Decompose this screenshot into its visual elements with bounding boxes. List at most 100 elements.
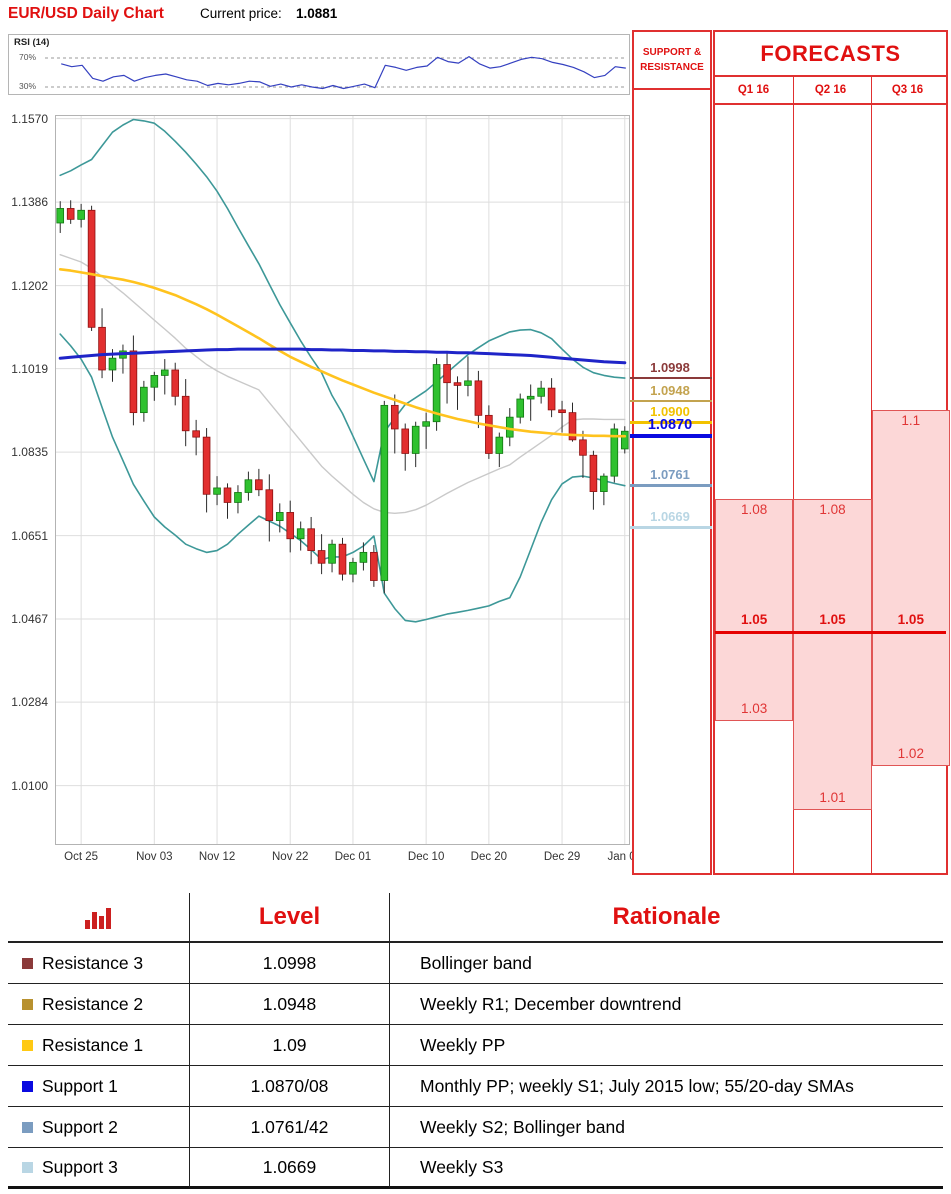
forecast-column-divider	[870, 77, 873, 873]
sr-level-line	[630, 377, 712, 380]
candlestick-chart	[55, 115, 630, 845]
table-icon-header	[8, 893, 190, 943]
quarter-header-q2: Q2 16	[814, 84, 847, 96]
level-color-swatch	[22, 957, 33, 969]
page-title: EUR/USD Daily Chart	[8, 5, 164, 22]
level-rationale: Bollinger band	[390, 943, 943, 984]
sr-level-line	[630, 421, 712, 425]
date-axis-label: Oct 25	[64, 851, 99, 863]
date-axis-label: Dec 01	[334, 851, 372, 863]
bar-chart-icon	[84, 908, 111, 929]
support-resistance-panel: SUPPORT & RESISTANCE	[632, 30, 712, 875]
forecasts-panel: FORECASTS Q1 16 Q2 16 Q3 16 1.08 1.03 1.05…	[713, 30, 950, 875]
date-axis-label: Dec 20	[470, 851, 508, 863]
forecast-value-label: 1.05	[897, 612, 924, 627]
forecast-mid-line	[715, 630, 946, 634]
level-color-swatch	[22, 1121, 33, 1133]
quarter-header-q1: Q1 16	[737, 84, 770, 96]
forecast-value-label: 1.1	[901, 412, 921, 428]
forecast-range-box	[715, 498, 794, 721]
price-axis-label: 1.0835	[11, 445, 48, 460]
price-axis-label: 1.0100	[11, 778, 48, 793]
forecast-column-divider	[792, 77, 795, 873]
support-resistance-title-line2: RESISTANCE	[640, 61, 704, 73]
report-header: EUR/USD Daily Chart Current price: 1.088…	[0, 0, 951, 28]
date-axis-label: Nov 03	[136, 851, 173, 863]
sr-level-line	[630, 484, 712, 488]
sr-level-line	[630, 525, 712, 529]
date-axis-label: Nov 12	[198, 851, 236, 863]
support-resistance-title: SUPPORT & RESISTANCE	[634, 32, 710, 90]
sr-level-line	[630, 434, 712, 439]
price-axis-label: 1.0284	[11, 695, 48, 710]
forecasts-title: FORECASTS	[715, 32, 946, 77]
rsi-lower-level-label: 30%	[19, 81, 37, 91]
sr-level-line	[630, 399, 712, 402]
sr-level-label: 1.0870	[647, 417, 693, 434]
table-row-support-2: Support 2	[8, 1107, 190, 1148]
level-name: Support 1	[42, 1075, 118, 1096]
level-rationale: Weekly PP	[390, 1025, 943, 1066]
rsi-line-chart	[45, 56, 626, 90]
price-axis-label: 1.1570	[11, 111, 48, 126]
forecast-ranges: 1.08 1.03 1.05 1.08 1.01 1.05 1.1 1.02 1.05	[715, 32, 950, 873]
table-row-resistance-1: Resistance 1	[8, 1025, 190, 1066]
rsi-upper-level-label: 70%	[19, 52, 37, 62]
forecast-value-label: 1.08	[741, 501, 768, 517]
forecast-range-box	[793, 498, 872, 810]
level-name: Resistance 3	[42, 952, 144, 973]
table-row-resistance-3: Resistance 3	[8, 943, 190, 984]
level-name: Resistance 2	[42, 993, 144, 1014]
forecast-value-label: 1.01	[819, 790, 846, 805]
rsi-indicator-label: RSI (14)	[14, 37, 50, 48]
level-color-swatch	[22, 1080, 33, 1092]
level-color-swatch	[22, 1161, 33, 1173]
price-axis-label: 1.1386	[11, 195, 48, 210]
current-price-value: 1.0881	[296, 6, 338, 21]
levels-table: Level Rationale Resistance 3 1.0998 Boll…	[8, 893, 943, 1189]
rsi-panel: RSI (14) 70% 30%	[8, 34, 630, 95]
level-value: 1.0998	[190, 943, 390, 984]
current-price-label: Current price:	[200, 6, 282, 21]
date-axis-label: Dec 10	[407, 851, 445, 863]
level-name: Support 3	[42, 1156, 118, 1177]
level-value: 1.0761/42	[190, 1107, 390, 1148]
forecast-value-label: 1.05	[819, 612, 846, 627]
table-header-rationale: Rationale	[390, 893, 943, 943]
level-value: 1.0669	[190, 1148, 390, 1189]
table-row-support-1: Support 1	[8, 1066, 190, 1107]
sr-level-label: 1.0761	[650, 467, 690, 483]
level-color-swatch	[22, 998, 33, 1010]
forecast-quarter-headers: Q1 16 Q2 16 Q3 16	[715, 77, 946, 105]
forecast-value-label: 1.08	[819, 501, 846, 517]
level-rationale: Monthly PP; weekly S1; July 2015 low; 55…	[390, 1066, 943, 1107]
level-rationale: Weekly S2; Bollinger band	[390, 1107, 943, 1148]
sr-level-label: 1.0998	[650, 360, 690, 376]
price-axis-label: 1.1019	[11, 361, 48, 376]
forecast-value-label: 1.03	[741, 701, 768, 716]
price-axis-label: 1.0651	[11, 528, 48, 543]
level-name: Support 2	[42, 1116, 118, 1137]
date-axis-label: Nov 22	[272, 851, 309, 863]
level-color-swatch	[22, 1039, 33, 1051]
forecast-value-label: 1.05	[741, 612, 768, 627]
forecast-value-label: 1.02	[897, 745, 924, 761]
level-value: 1.09	[190, 1025, 390, 1066]
price-axis-label: 1.0467	[11, 612, 48, 627]
price-axis-label: 1.1202	[11, 278, 48, 293]
table-row-resistance-2: Resistance 2	[8, 984, 190, 1025]
level-name: Resistance 1	[42, 1034, 144, 1055]
level-value: 1.0948	[190, 984, 390, 1025]
quarter-header-q3: Q3 16	[891, 84, 924, 96]
table-header-level: Level	[190, 893, 390, 943]
sr-level-label: 1.0669	[650, 508, 690, 524]
level-rationale: Weekly R1; December downtrend	[390, 984, 943, 1025]
level-value: 1.0870/08	[190, 1066, 390, 1107]
date-axis-label: Dec 29	[543, 851, 581, 863]
support-resistance-title-line1: SUPPORT &	[642, 47, 702, 58]
sr-level-label: 1.0948	[650, 382, 690, 398]
level-rationale: Weekly S3	[390, 1148, 943, 1189]
table-row-support-3: Support 3	[8, 1148, 190, 1189]
sr-level-label: 1.0900	[650, 404, 690, 420]
